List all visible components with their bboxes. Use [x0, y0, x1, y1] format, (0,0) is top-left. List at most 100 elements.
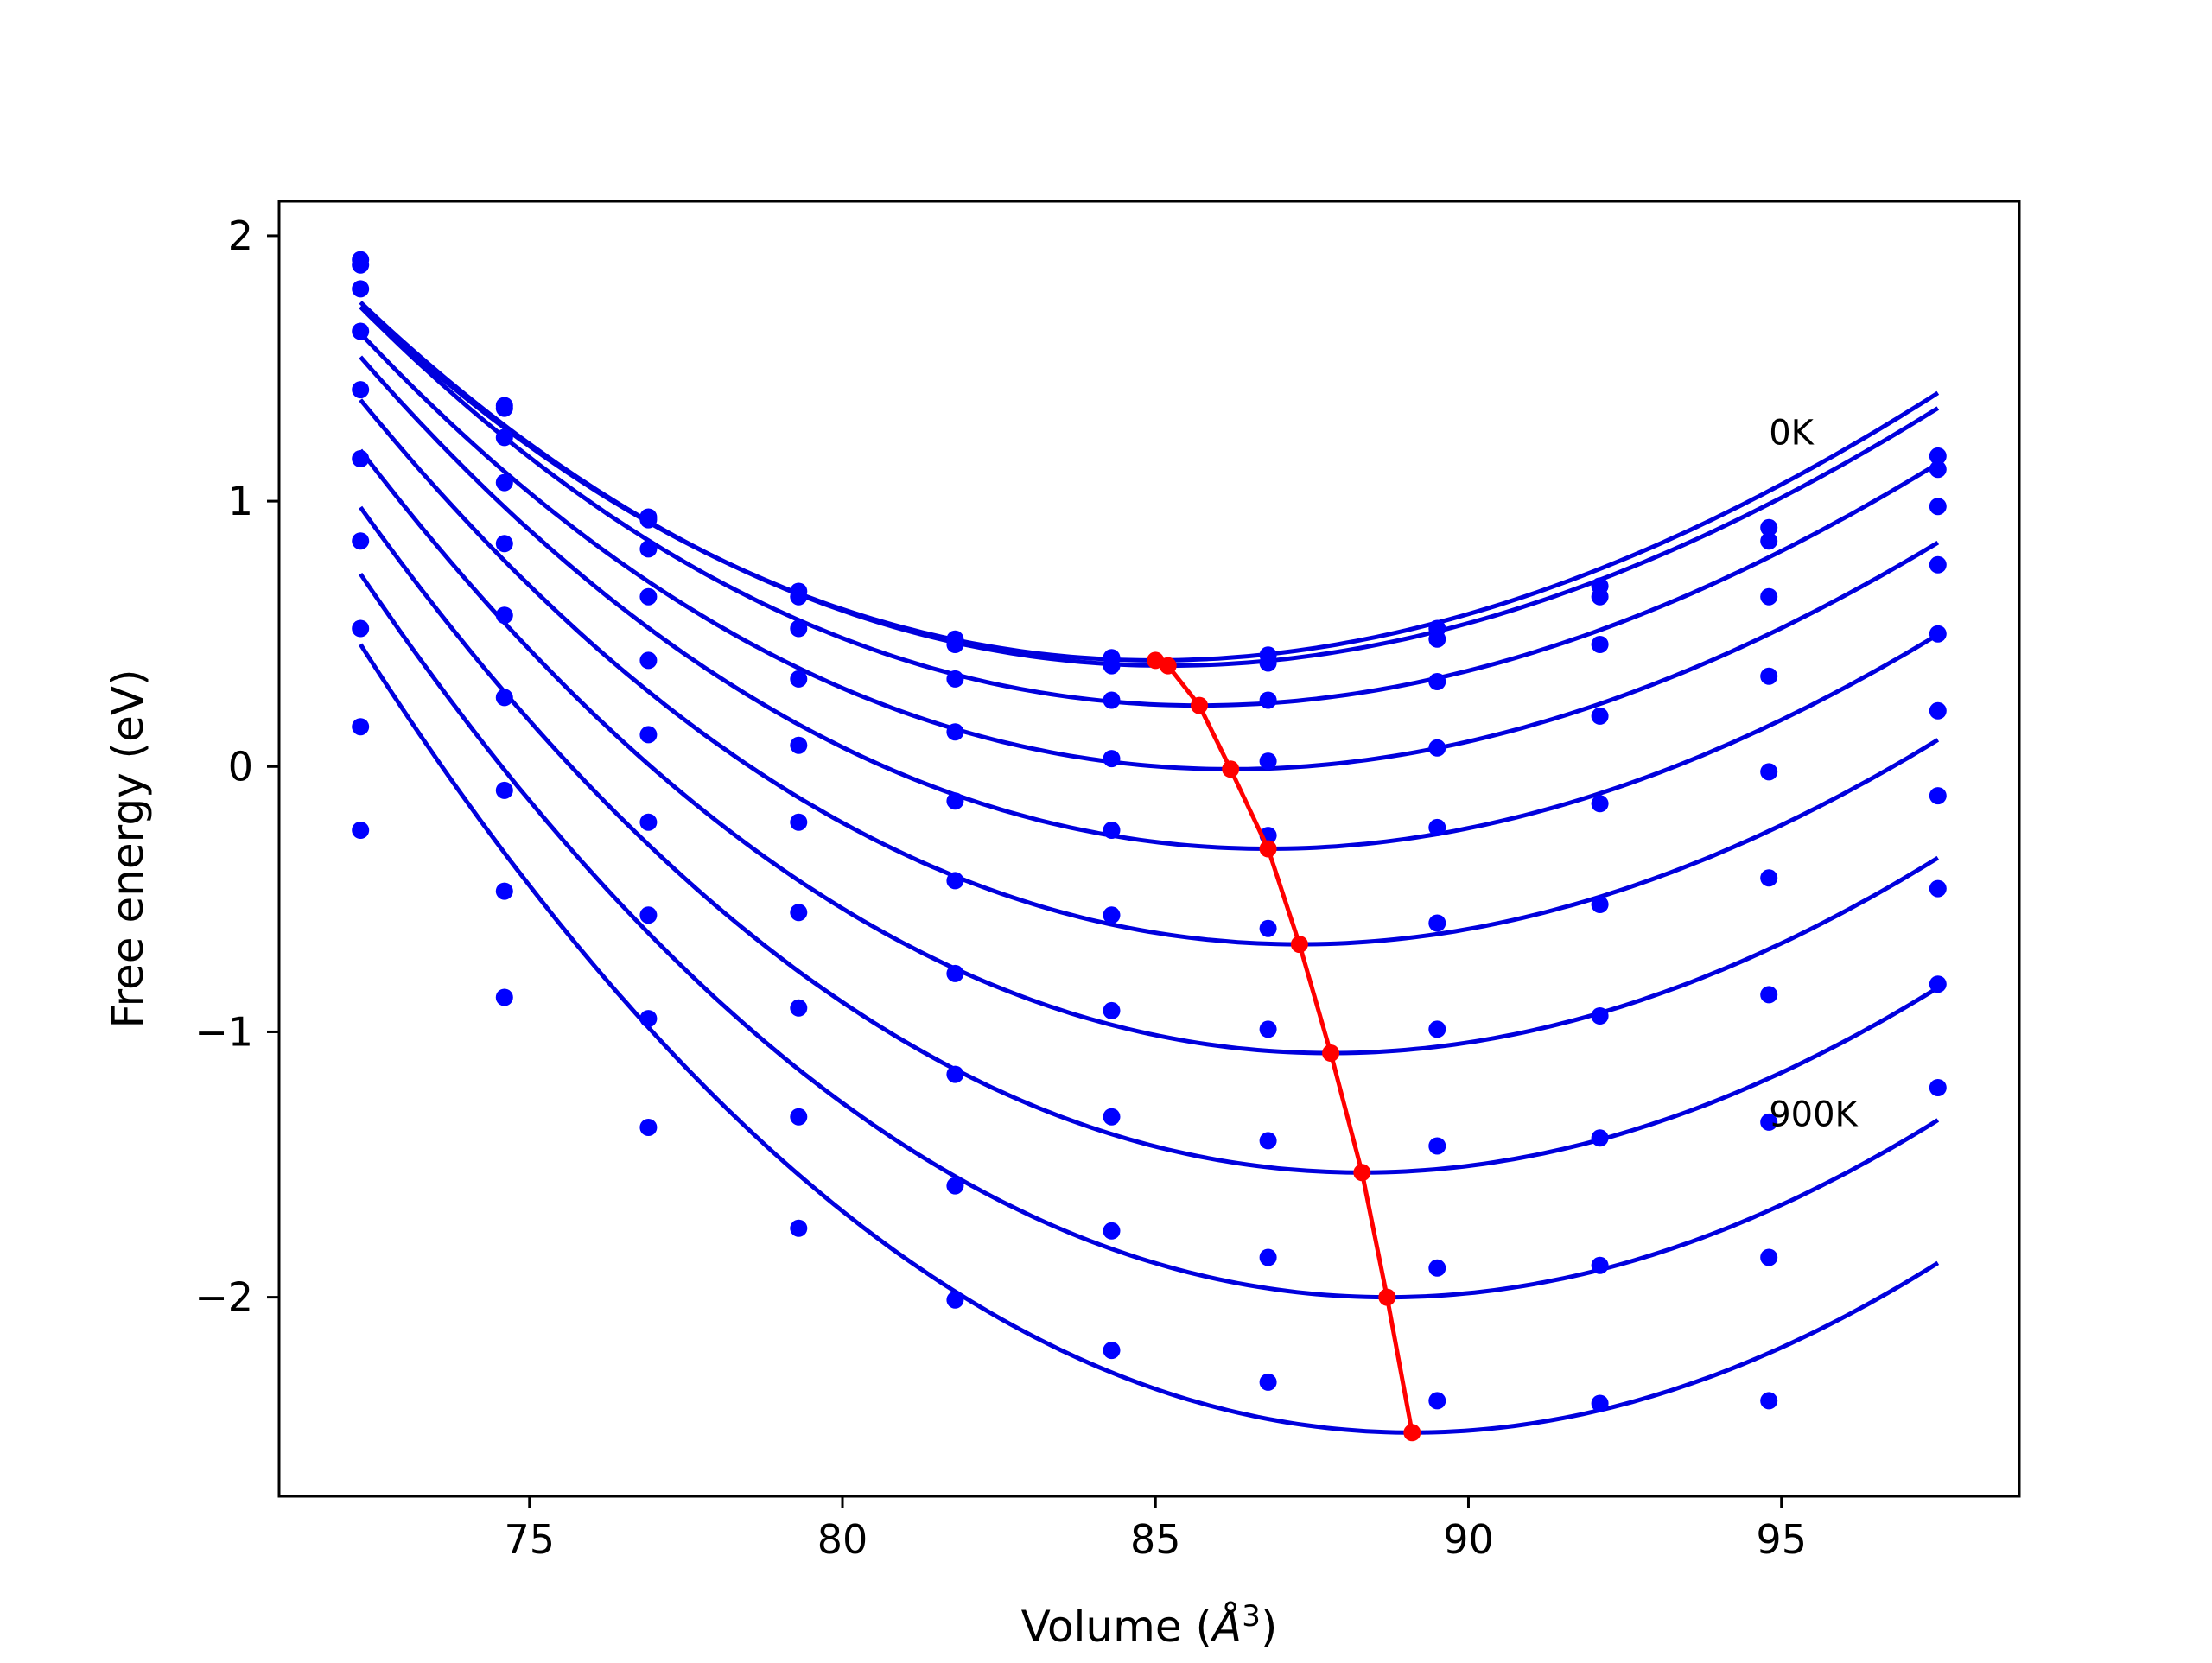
data-point-s4-3 — [639, 587, 658, 606]
data-point-s7-4 — [790, 904, 808, 922]
minimum-point-8 — [1353, 1164, 1371, 1182]
data-point-s10-5 — [946, 1291, 964, 1309]
data-point-s2-6 — [1103, 657, 1121, 675]
annotation-2: 900K — [1769, 1095, 1859, 1135]
data-point-s3-1 — [352, 280, 370, 298]
minimum-line — [1154, 658, 1414, 1433]
data-point-s8-3 — [639, 906, 658, 924]
data-point-s8-11 — [1929, 879, 1947, 898]
y-axis-ticks: 2 1 0 −1 −2 — [194, 213, 279, 1321]
data-point-s7-6 — [1103, 1001, 1121, 1019]
data-point-s1-11 — [1929, 447, 1947, 465]
data-point-s5-5 — [946, 792, 964, 810]
data-point-s10-6 — [1103, 1342, 1121, 1360]
data-point-s3-9 — [1591, 636, 1609, 653]
x-tick-label-90: 90 — [1443, 1516, 1494, 1563]
data-point-s5-3 — [639, 651, 658, 670]
data-point-s5-9 — [1591, 795, 1609, 813]
data-point-s7-2 — [495, 689, 513, 707]
data-point-s9-10 — [1760, 1248, 1778, 1266]
data-point-s4-4 — [790, 670, 808, 688]
data-point-s10-11 — [1929, 1079, 1947, 1096]
minimum-point-4 — [1222, 760, 1240, 778]
data-point-s9-1 — [352, 718, 370, 736]
data-point-s6-11 — [1929, 701, 1947, 720]
data-point-s7-11 — [1929, 787, 1947, 805]
data-point-s1-10 — [1760, 518, 1778, 536]
data-point-s8-5 — [946, 1065, 964, 1083]
data-point-s8-4 — [790, 999, 808, 1017]
data-point-s3-5 — [946, 670, 964, 688]
plot-frame — [277, 200, 2021, 1498]
data-point-s3-7 — [1259, 691, 1277, 709]
data-point-s5-2 — [495, 535, 513, 553]
data-point-s6-9 — [1591, 896, 1609, 913]
data-point-s2-7 — [1259, 654, 1277, 672]
data-point-s5-11 — [1929, 625, 1947, 643]
data-point-s5-4 — [790, 736, 808, 754]
data-point-s9-9 — [1591, 1256, 1609, 1274]
data-point-s5-10 — [1760, 763, 1778, 781]
fit-curve-9 — [359, 572, 1940, 1300]
data-point-s4-9 — [1591, 707, 1609, 725]
y-tick-label-2: 0 — [228, 743, 253, 790]
data-point-s4-5 — [946, 723, 964, 741]
minimum-point-2 — [1159, 657, 1177, 675]
data-point-s10-9 — [1591, 1394, 1609, 1412]
data-point-s3-10 — [1760, 587, 1778, 606]
data-point-s8-10 — [1760, 1113, 1778, 1131]
data-point-s9-7 — [1259, 1248, 1277, 1266]
data-point-s9-4 — [790, 1108, 808, 1126]
data-point-s6-5 — [946, 872, 964, 890]
data-point-s3-2 — [495, 428, 513, 447]
minimum-point-3 — [1191, 696, 1208, 714]
data-point-s10-1 — [352, 822, 370, 839]
y-tick-label-3: −1 — [194, 1008, 253, 1055]
data-point-s4-7 — [1259, 752, 1277, 771]
data-point-s7-10 — [1760, 986, 1778, 1004]
data-point-s9-6 — [1103, 1222, 1121, 1240]
fit-curve-5 — [359, 355, 1940, 852]
x-tick-label-95: 95 — [1756, 1516, 1807, 1563]
minimum-path — [1147, 651, 1421, 1442]
x-tick-label-85: 85 — [1130, 1516, 1181, 1563]
data-point-s10-4 — [790, 1219, 808, 1237]
data-point-s4-6 — [1103, 750, 1121, 768]
data-point-s2-3 — [639, 511, 658, 529]
data-point-s3-3 — [639, 540, 658, 558]
data-point-s4-2 — [495, 473, 513, 492]
minimum-point-6 — [1290, 936, 1308, 954]
data-point-s2-1 — [352, 256, 370, 274]
data-point-s10-10 — [1760, 1392, 1778, 1410]
data-point-s6-10 — [1760, 869, 1778, 887]
y-tick-label-1: 1 — [228, 478, 253, 524]
data-point-s8-9 — [1591, 1129, 1609, 1147]
data-point-s2-2 — [495, 399, 513, 417]
fit-curve-8 — [359, 505, 1940, 1175]
fit-curve-10 — [359, 643, 1940, 1435]
y-tick-label-4: −2 — [194, 1274, 253, 1321]
annotation-1: 0K — [1769, 413, 1815, 453]
data-point-s4-8 — [1428, 739, 1446, 757]
data-point-s6-8 — [1428, 914, 1446, 932]
data-point-s7-9 — [1591, 1007, 1609, 1025]
x-axis-ticks: 75 80 85 90 95 — [505, 1496, 1807, 1563]
data-point-s9-11 — [1929, 975, 1947, 993]
y-axis-label: Free energy (eV) — [103, 669, 153, 1028]
x-tick-label-75: 75 — [505, 1516, 556, 1563]
fit-curve-4 — [359, 332, 1940, 771]
data-point-s9-5 — [946, 1177, 964, 1195]
data-point-s2-4 — [790, 587, 808, 606]
data-point-s5-1 — [352, 381, 370, 399]
data-point-s3-11 — [1929, 498, 1947, 516]
data-point-s5-8 — [1428, 818, 1446, 836]
data-point-s3-4 — [790, 619, 808, 638]
data-point-s6-6 — [1103, 906, 1121, 924]
data-point-s10-2 — [495, 988, 513, 1006]
data-point-s7-3 — [639, 813, 658, 831]
fit-curve-6 — [359, 398, 1940, 947]
data-point-s4-1 — [352, 322, 370, 340]
data-point-s9-2 — [495, 882, 513, 900]
